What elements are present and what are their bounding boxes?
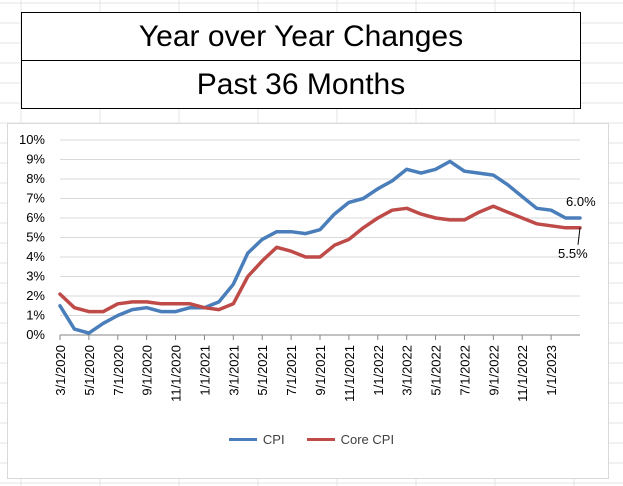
x-tick-label: 5/1/2021 bbox=[255, 345, 270, 396]
y-tick-label: 8% bbox=[26, 171, 45, 186]
x-tick-label: 7/1/2021 bbox=[284, 345, 299, 396]
series-line-cpi[interactable] bbox=[58, 159, 582, 335]
series-line-core-cpi[interactable] bbox=[58, 204, 582, 314]
y-tick-label: 3% bbox=[26, 269, 45, 284]
chart-area[interactable] bbox=[7, 123, 609, 479]
x-tick-label: 7/1/2022 bbox=[457, 345, 472, 396]
y-tick-label: 7% bbox=[26, 191, 45, 206]
x-tick-label: 1/1/2021 bbox=[197, 345, 212, 396]
x-tick-label: 3/1/2021 bbox=[226, 345, 241, 396]
x-tick-label: 5/1/2020 bbox=[82, 345, 97, 396]
y-tick-label: 10% bbox=[19, 132, 45, 147]
legend-swatch-cpi bbox=[228, 438, 257, 441]
x-tick-label: 11/1/2021 bbox=[342, 345, 357, 402]
x-tick-label: 11/1/2022 bbox=[515, 345, 530, 402]
x-tick-label: 1/1/2022 bbox=[371, 345, 386, 396]
chart-legend[interactable]: CPI Core CPI bbox=[0, 432, 623, 447]
legend-item-core-cpi[interactable]: Core CPI bbox=[306, 432, 395, 447]
x-tick-label: 11/1/2020 bbox=[169, 345, 184, 402]
x-tick-label: 3/1/2020 bbox=[53, 345, 68, 396]
x-tick-label: 3/1/2022 bbox=[400, 345, 415, 396]
data-label-cpi-end: 6.0% bbox=[566, 194, 596, 209]
legend-label-core-cpi: Core CPI bbox=[340, 432, 395, 447]
x-tick-label: 9/1/2020 bbox=[140, 345, 155, 396]
y-tick-label: 6% bbox=[26, 210, 45, 225]
chart-subtitle: Past 36 Months bbox=[196, 67, 406, 101]
y-tick-label: 2% bbox=[26, 288, 45, 303]
chart-title: Year over Year Changes bbox=[138, 19, 464, 53]
legend-item-cpi[interactable]: CPI bbox=[228, 432, 285, 447]
x-tick-label: 7/1/2020 bbox=[111, 345, 126, 396]
legend-swatch-core-cpi bbox=[306, 438, 335, 441]
chart-subtitle-cell[interactable]: Past 36 Months bbox=[21, 60, 581, 109]
y-tick-label: 0% bbox=[26, 327, 45, 342]
y-tick-label: 5% bbox=[26, 230, 45, 245]
legend-label-cpi: CPI bbox=[262, 432, 285, 447]
x-tick-label: 5/1/2022 bbox=[429, 345, 444, 396]
x-tick-label: 9/1/2022 bbox=[486, 345, 501, 396]
y-tick-label: 4% bbox=[26, 249, 45, 264]
data-label-core-cpi-end: 5.5% bbox=[558, 246, 588, 261]
chart-title-cell[interactable]: Year over Year Changes bbox=[21, 12, 581, 61]
data-label-leader bbox=[577, 227, 581, 245]
x-tick-label: 1/1/2023 bbox=[544, 345, 559, 396]
y-tick-label: 1% bbox=[26, 308, 45, 323]
y-tick-label: 9% bbox=[26, 152, 45, 167]
x-tick-label: 9/1/2021 bbox=[313, 345, 328, 396]
